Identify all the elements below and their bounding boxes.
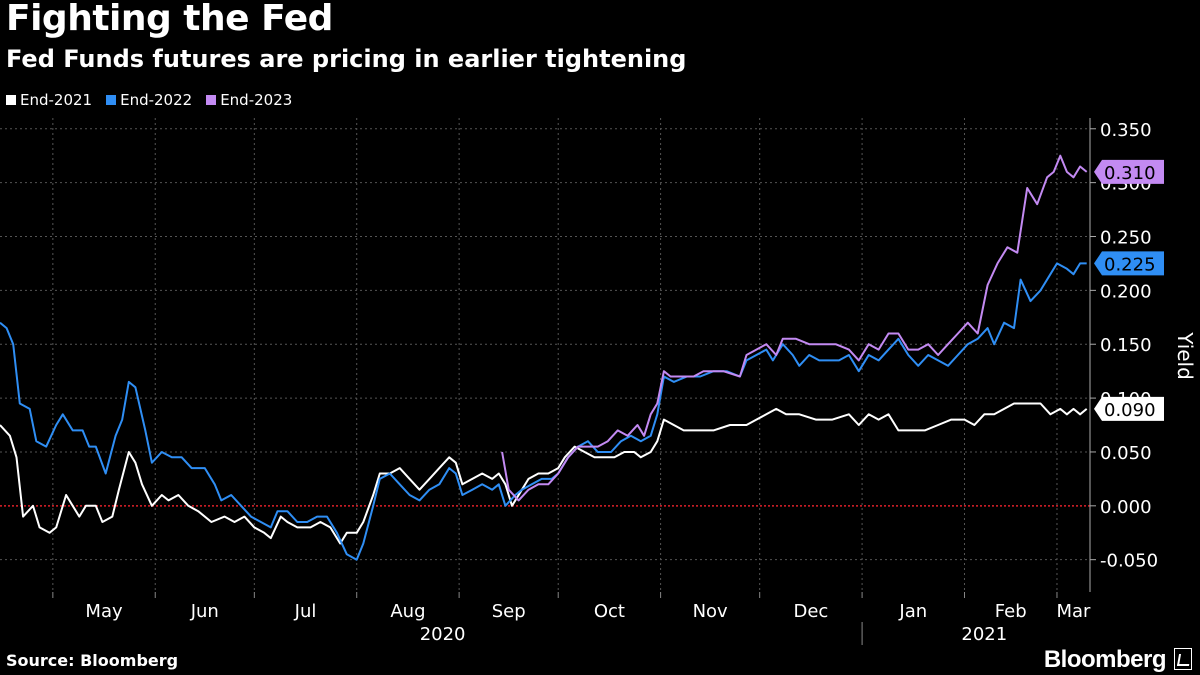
legend: End-2021 End-2022 End-2023 [6,91,292,109]
legend-swatch [206,95,217,105]
y-tick-label: 0.150 [1100,335,1152,356]
x-tick-label: Sep [492,601,526,622]
last-value-tag [1094,396,1164,421]
x-tick-label: Aug [390,601,425,622]
x-tick-label: Oct [594,601,625,622]
brand-logo: Bloomberg [1043,646,1167,673]
source-note: Source: Bloomberg [6,651,179,670]
last-value-label: 0.225 [1104,254,1156,275]
x-tick-label: May [85,601,123,622]
series-line-end-2022 [0,262,1087,561]
legend-label: End-2023 [220,91,293,109]
series-line-end-2021 [0,402,1088,545]
y-tick-label: 0.050 [1100,443,1152,464]
bloomberg-icon [1174,648,1192,670]
y-tick-label: -0.050 [1100,551,1158,572]
x-tick-label: Jul [294,601,317,622]
x-tick-label: Feb [995,601,1027,622]
chart-title: Fighting the Fed [6,0,333,39]
legend-item-end-2023: End-2023 [206,91,292,109]
y-axis-label: Yield [1173,331,1197,380]
x-tick-label: Jan [898,601,927,622]
legend-swatch [106,95,117,105]
legend-item-end-2021: End-2021 [6,91,92,109]
x-tick-label: Dec [793,601,828,622]
last-value-tag [1094,159,1164,184]
last-value-label: 0.310 [1104,163,1156,184]
year-label: 2020 [420,624,466,645]
y-tick-label: 0.000 [1100,497,1152,518]
legend-swatch [6,95,16,105]
x-tick-label: Jun [190,601,219,622]
y-tick-label: 0.250 [1100,228,1152,249]
year-label: 2021 [961,624,1007,645]
x-tick-label: Mar [1057,601,1092,622]
series-line-end-2023 [501,154,1088,502]
y-tick-label: 0.350 [1100,120,1152,141]
chart-subtitle: Fed Funds futures are pricing in earlier… [6,45,687,73]
legend-label: End-2022 [120,91,193,109]
legend-item-end-2022: End-2022 [106,91,192,109]
last-value-tag [1094,251,1164,276]
last-value-label: 0.090 [1104,400,1156,421]
legend-label: End-2021 [20,91,93,109]
y-tick-label: 0.200 [1100,281,1152,302]
x-tick-label: Nov [693,601,728,622]
